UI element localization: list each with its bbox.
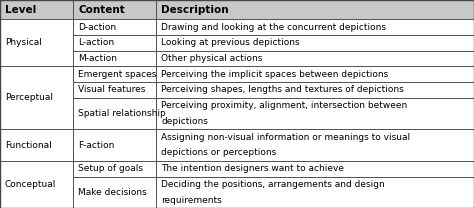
Text: Spatial relationship: Spatial relationship	[78, 109, 166, 118]
Bar	[73, 35, 156, 51]
Text: L-action: L-action	[78, 38, 114, 47]
Text: Perceiving the implicit spaces between depictions: Perceiving the implicit spaces between d…	[161, 70, 388, 79]
Bar	[156, 19, 474, 35]
Text: depictions: depictions	[161, 117, 208, 126]
Bar	[0, 66, 73, 129]
Text: Make decisions: Make decisions	[78, 188, 147, 197]
Bar	[156, 177, 474, 208]
Bar	[0, 161, 73, 208]
Bar	[73, 51, 156, 66]
Text: Level: Level	[5, 5, 36, 15]
Text: Perceptual: Perceptual	[5, 93, 53, 102]
Bar	[73, 19, 156, 35]
Bar	[73, 0, 156, 19]
Text: Perceiving proximity, alignment, intersection between: Perceiving proximity, alignment, interse…	[161, 101, 408, 110]
Text: The intention designers want to achieve: The intention designers want to achieve	[161, 164, 344, 173]
Text: Deciding the positions, arrangements and design: Deciding the positions, arrangements and…	[161, 180, 385, 189]
Bar	[156, 129, 474, 161]
Text: depictions or perceptions: depictions or perceptions	[161, 149, 276, 157]
Bar	[0, 0, 73, 19]
Bar	[73, 161, 156, 177]
Text: Looking at previous depictions: Looking at previous depictions	[161, 38, 300, 47]
Text: D-action: D-action	[78, 22, 116, 31]
Bar	[156, 66, 474, 82]
Text: Content: Content	[78, 5, 125, 15]
Bar	[0, 129, 73, 161]
Bar	[73, 129, 156, 161]
Text: Emergent spaces: Emergent spaces	[78, 70, 156, 79]
Bar	[156, 161, 474, 177]
Bar	[73, 82, 156, 98]
Text: requirements: requirements	[161, 196, 222, 205]
Bar	[73, 177, 156, 208]
Text: Assigning non-visual information or meanings to visual: Assigning non-visual information or mean…	[161, 133, 410, 142]
Bar	[156, 51, 474, 66]
Bar	[73, 98, 156, 129]
Text: M-action: M-action	[78, 54, 117, 63]
Text: Drawing and looking at the concurrent depictions: Drawing and looking at the concurrent de…	[161, 22, 386, 31]
Text: Description: Description	[161, 5, 229, 15]
Text: Physical: Physical	[5, 38, 42, 47]
Text: Other physical actions: Other physical actions	[161, 54, 263, 63]
Bar	[73, 66, 156, 82]
Bar	[156, 0, 474, 19]
Text: Visual features: Visual features	[78, 85, 146, 94]
Text: F-action: F-action	[78, 141, 115, 150]
Bar	[0, 19, 73, 66]
Text: Perceiving shapes, lengths and textures of depictions: Perceiving shapes, lengths and textures …	[161, 85, 404, 94]
Bar	[156, 98, 474, 129]
Bar	[156, 35, 474, 51]
Text: Conceptual: Conceptual	[5, 180, 56, 189]
Text: Setup of goals: Setup of goals	[78, 164, 143, 173]
Bar	[156, 82, 474, 98]
Text: Functional: Functional	[5, 141, 52, 150]
